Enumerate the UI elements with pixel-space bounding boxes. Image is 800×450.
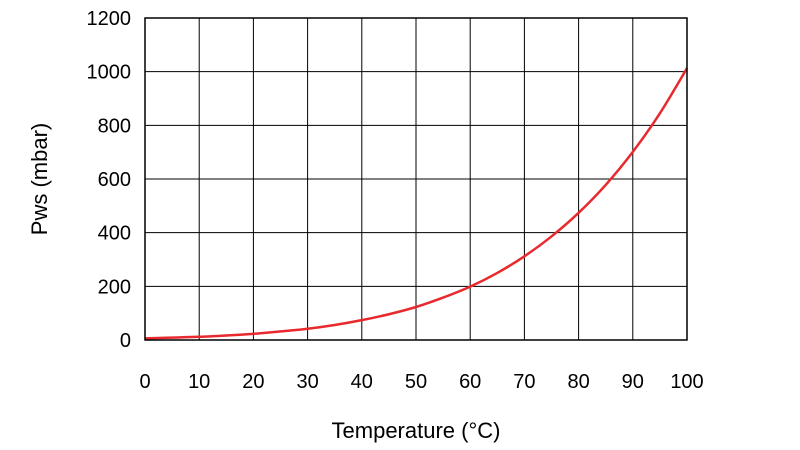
y-tick-labels: 0 200 400 600 800 1000 1200 — [87, 8, 132, 352]
grid — [144, 17, 688, 341]
x-tick-label: 20 — [242, 371, 264, 393]
x-tick-label: 10 — [188, 371, 210, 393]
x-tick-label: 40 — [351, 371, 373, 393]
x-tick-label: 100 — [670, 371, 703, 393]
x-tick-label: 50 — [405, 371, 427, 393]
y-tick-label: 400 — [98, 223, 131, 245]
x-tick-label: 0 — [139, 371, 150, 393]
y-tick-label: 800 — [98, 115, 131, 137]
x-tick-label: 80 — [567, 371, 589, 393]
series-layer — [144, 67, 689, 340]
x-tick-label: 30 — [296, 371, 318, 393]
x-axis-title: Temperature (°C) — [332, 418, 501, 443]
y-axis-title: Pws (mbar) — [27, 123, 52, 235]
plot-frame — [144, 17, 688, 341]
y-tick-label: 0 — [120, 330, 131, 352]
y-tick-label: 1200 — [87, 8, 132, 30]
y-tick-label: 600 — [98, 169, 131, 191]
x-tick-label: 60 — [459, 371, 481, 393]
x-tick-labels: 0 10 20 30 40 50 60 70 80 90 100 — [139, 371, 703, 393]
y-tick-label: 1000 — [87, 62, 132, 84]
series-line — [144, 67, 689, 340]
y-tick-label: 200 — [98, 276, 131, 298]
x-tick-label: 70 — [513, 371, 535, 393]
x-tick-label: 90 — [622, 371, 644, 393]
